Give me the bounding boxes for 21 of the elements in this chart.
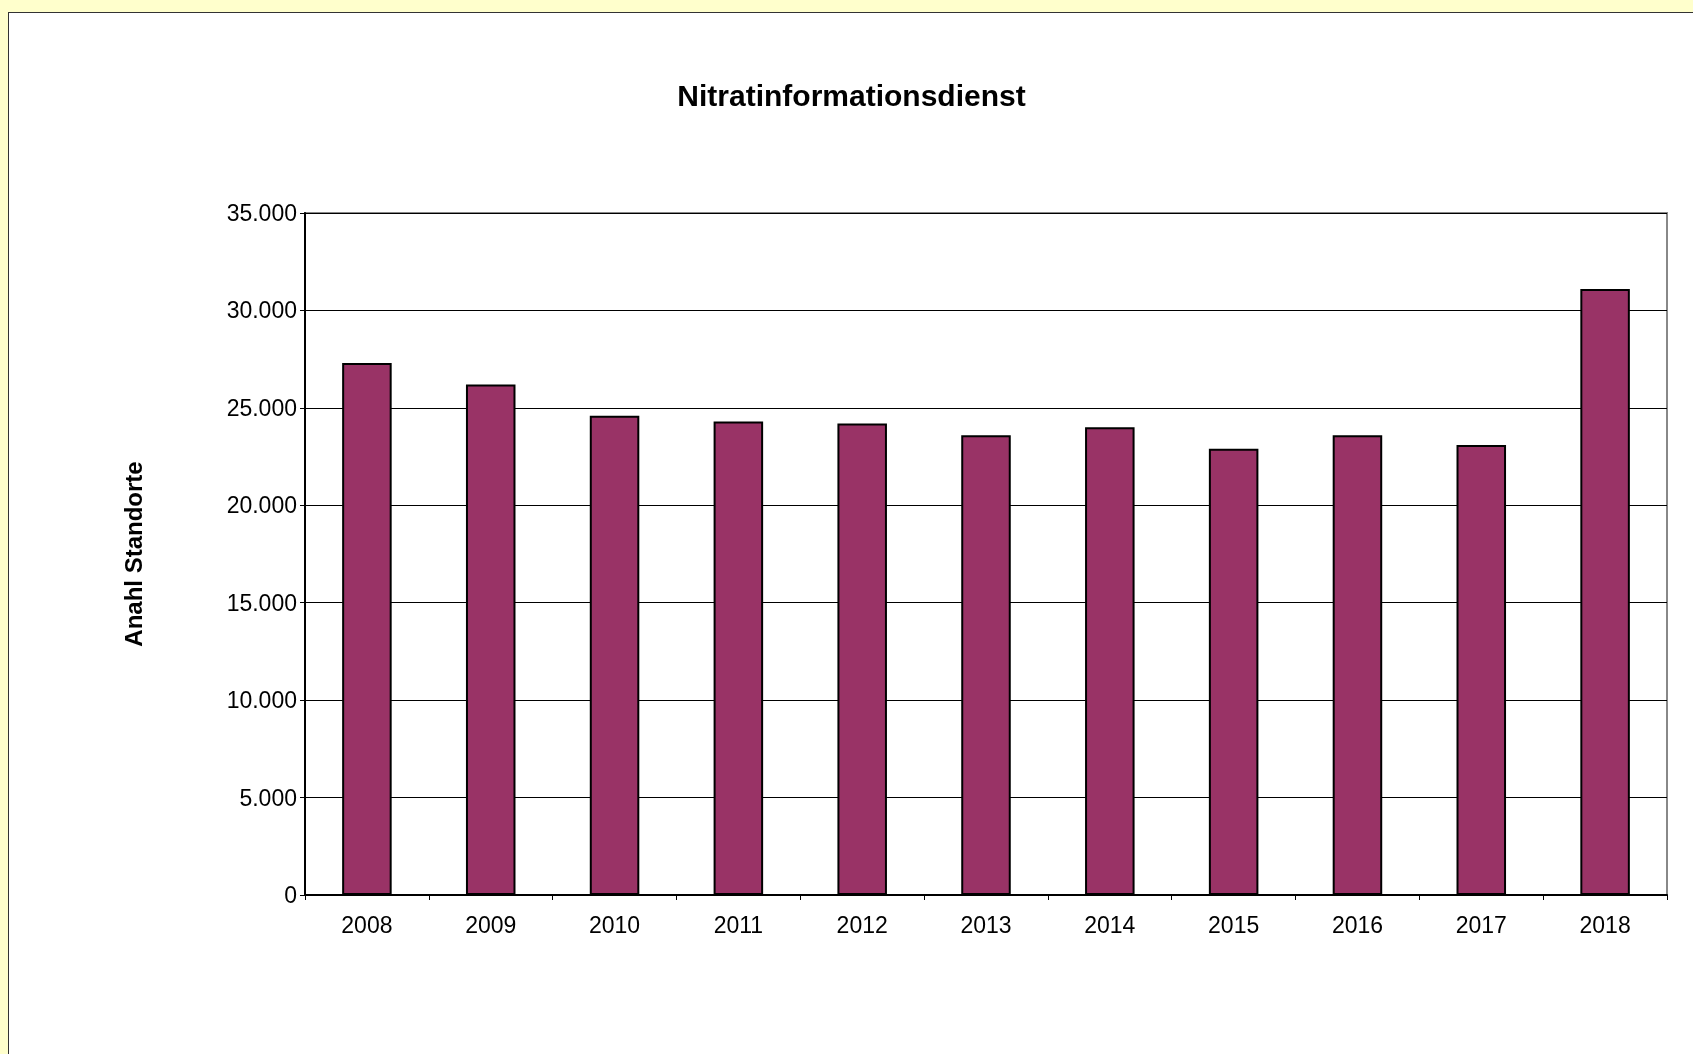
y-tick-label: 0	[284, 882, 297, 908]
y-tick-label: 30.000	[226, 297, 297, 324]
y-tick-label: 15.000	[226, 589, 297, 616]
y-tick-label: 35.000	[226, 200, 297, 226]
x-tick-label: 2012	[836, 911, 888, 938]
x-tick-label: 2016	[1331, 911, 1384, 938]
x-tick-label: 2015	[1208, 911, 1260, 938]
y-tick-label: 25.000	[226, 394, 297, 421]
chart-title: Nitratinformationsdienst	[677, 78, 1026, 112]
x-tick-label: 2010	[588, 911, 641, 938]
x-tick-label: 2018	[1579, 911, 1631, 938]
x-tick-label: 2008	[341, 911, 393, 938]
y-tick-label: 20.000	[226, 492, 297, 519]
x-tick-label: 2009	[465, 911, 517, 938]
y-tick-label: 10.000	[226, 687, 297, 714]
x-tick-label: 2011	[713, 911, 764, 938]
x-tick-label: 2017	[1455, 911, 1507, 938]
x-tick-label: 2013	[960, 911, 1012, 938]
y-axis-title: Anahl Standorte	[119, 461, 147, 647]
y-tick-label: 5.000	[239, 784, 297, 811]
x-tick-label: 2014	[1084, 911, 1136, 938]
